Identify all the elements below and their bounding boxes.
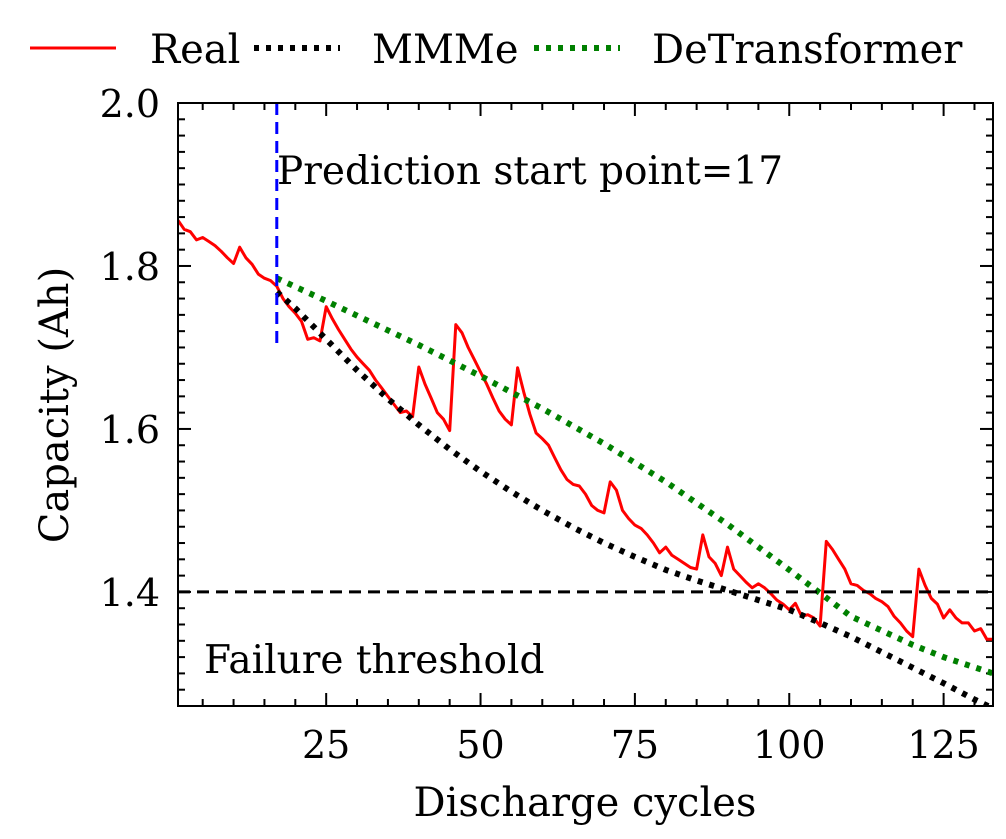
series-mmme-line [274,289,993,706]
legend-mmme-label: MMMe [372,27,519,73]
prediction-start-label: Prediction start point=17 [277,149,783,194]
x-tick-label: 50 [456,723,504,767]
y-tick-label: 2.0 [100,82,160,126]
reference-lines [178,103,993,594]
x-tick-label: 25 [302,723,350,767]
x-tick-label: 100 [753,723,826,767]
y-tick-label: 1.4 [100,571,160,615]
series-real-line [178,219,993,641]
plot-frame [177,102,994,707]
failure-threshold-label: Failure threshold [204,638,544,683]
legend-real-label: Real [150,27,240,73]
x-tick-label: 75 [611,723,659,767]
series-detransformer-line [275,275,993,677]
legend: Real MMMe DeTransformer [30,27,963,73]
x-tick-label: 125 [907,723,980,767]
x-axis-label: Discharge cycles [414,780,757,826]
tick-labels: 25 50 75 100 125 1.4 1.6 1.8 2.0 [100,82,980,767]
series-layer [178,219,993,706]
y-tick-label: 1.6 [100,408,160,452]
y-tick-label: 1.8 [100,245,160,289]
y-axis-label: Capacity (Ah) [32,267,78,543]
legend-detransformer-label: DeTransformer [652,27,963,73]
axis-ticks [178,103,993,707]
